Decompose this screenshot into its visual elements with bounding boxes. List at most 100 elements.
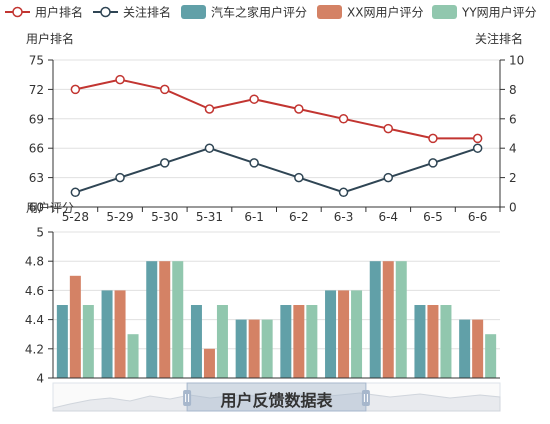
bar-yy[interactable] (127, 334, 139, 378)
bar-autohome[interactable] (146, 261, 158, 378)
y-bar-tick-label: 4.6 (25, 284, 44, 298)
bar-xx[interactable] (338, 290, 350, 378)
bar-autohome[interactable] (280, 305, 292, 378)
bar-xx[interactable] (382, 261, 394, 378)
data-point-user-rank[interactable] (204, 104, 215, 114)
bar-autohome[interactable] (459, 319, 471, 378)
data-point-user-rank[interactable] (294, 104, 304, 114)
bar-autohome[interactable] (56, 305, 68, 378)
zoom-handle-grip (183, 390, 192, 406)
legend-circle-symbol (12, 6, 23, 18)
bar-yy[interactable] (351, 290, 363, 378)
zoom-window[interactable] (186, 382, 367, 412)
data-point-user-rank[interactable] (338, 114, 349, 124)
bar-autohome[interactable] (414, 305, 426, 378)
bar-autohome[interactable] (101, 290, 113, 378)
legend-item-user-rank[interactable]: 用户排名 (5, 5, 83, 20)
series-line-user-rank (75, 78, 478, 140)
legend-label: YY网用户评分 (461, 5, 537, 20)
bar-xx[interactable] (293, 305, 305, 378)
bar-yy[interactable] (306, 305, 318, 378)
legend-item-yy[interactable]: YY网用户评分 (432, 5, 537, 20)
data-point-user-rank[interactable] (383, 123, 393, 134)
bar-yy[interactable] (172, 261, 184, 378)
bar-chart: 用户评分 4 4.2 4.4 4.6 4.8 5 (25, 200, 500, 386)
bar-yy[interactable] (261, 319, 273, 378)
bar-autohome[interactable] (190, 305, 202, 378)
bar-yy[interactable] (395, 261, 407, 378)
data-point-user-rank[interactable] (249, 94, 259, 104)
data-point-follow-rank[interactable] (160, 158, 170, 168)
y-bar-tick-label: 4 (36, 372, 44, 386)
data-point-follow-rank[interactable] (70, 187, 81, 198)
legend-bar-symbol (317, 5, 342, 19)
bar-autohome[interactable] (235, 319, 247, 378)
bar-xx[interactable] (114, 290, 126, 378)
y-left-tick-label: 63 (29, 171, 44, 185)
y-bar-axis-title: 用户评分 (26, 200, 74, 215)
legend-bar-symbol (181, 5, 206, 19)
data-point-follow-rank[interactable] (294, 172, 304, 183)
legend-label: 关注排名 (123, 5, 171, 20)
data-point-user-rank[interactable] (428, 133, 438, 144)
zoom-shadow-area (52, 392, 501, 412)
x-tick-label-top: 5-30 (151, 210, 178, 224)
x-tick-label-top: 6-1 (244, 210, 264, 224)
data-point-follow-rank[interactable] (249, 158, 259, 168)
bar-yy[interactable] (440, 305, 452, 378)
zoom-handle-right[interactable] (361, 390, 370, 406)
bar-xx[interactable] (472, 319, 484, 378)
x-tick-label-top: 6-5 (423, 210, 443, 224)
data-point-follow-rank[interactable] (338, 187, 349, 198)
bar-xx[interactable] (203, 348, 215, 378)
bar-yy[interactable] (485, 334, 497, 378)
data-point-follow-rank[interactable] (472, 143, 483, 153)
data-zoom-slider[interactable]: 用户反馈数据表 (52, 382, 501, 412)
x-tick-label-top: 5-28 (62, 210, 89, 224)
bar-autohome[interactable] (369, 261, 381, 378)
bar-autohome[interactable] (325, 290, 337, 378)
y-left-axis-title: 用户排名 (26, 31, 74, 46)
y-bar-tick-label: 5 (36, 226, 44, 240)
series-line-follow-rank (75, 147, 478, 194)
y-right-tick-label: 8 (509, 83, 517, 97)
data-point-user-rank[interactable] (472, 133, 483, 144)
zoom-handle-left[interactable] (183, 390, 192, 406)
legend-circle-symbol (100, 6, 111, 18)
zoom-handle-grip (361, 390, 370, 406)
y-bar-tick-label: 4.8 (25, 255, 44, 269)
data-point-user-rank[interactable] (160, 84, 170, 95)
bar-xx[interactable] (248, 319, 260, 378)
y-left-tick-label: 60 (29, 201, 44, 215)
data-point-follow-rank[interactable] (204, 143, 215, 153)
y-left-tick-label: 69 (29, 112, 44, 126)
y-bar-tick-label: 4.4 (25, 313, 44, 327)
legend-item-xx[interactable]: XX网用户评分 (317, 5, 423, 20)
data-point-follow-rank[interactable] (383, 172, 393, 183)
x-tick-label-top: 6-3 (334, 210, 354, 224)
legend-label: 用户排名 (35, 5, 83, 20)
y-left-tick-label: 66 (29, 142, 44, 156)
bar-yy[interactable] (82, 305, 94, 378)
data-point-follow-rank[interactable] (115, 172, 125, 183)
x-tick-label-top: 5-31 (196, 210, 223, 224)
bar-yy[interactable] (216, 305, 228, 378)
y-right-tick-label: 4 (509, 142, 517, 156)
data-point-follow-rank[interactable] (428, 158, 438, 168)
y-left-tick-label: 72 (29, 83, 44, 97)
legend-item-autohome[interactable]: 汽车之家用户评分 (181, 5, 307, 20)
legend-label: XX网用户评分 (347, 5, 423, 20)
zoom-label: 用户反馈数据表 (220, 391, 333, 410)
data-point-user-rank[interactable] (70, 84, 81, 95)
legend-label: 汽车之家用户评分 (211, 5, 307, 20)
bar-xx[interactable] (427, 305, 439, 378)
bar-xx[interactable] (159, 261, 171, 378)
bar-xx[interactable] (69, 275, 81, 378)
legend-bar-symbol (432, 5, 457, 19)
y-bar-tick-label: 4.2 (25, 342, 44, 356)
x-tick-label-top: 6-6 (468, 210, 488, 224)
legend-item-follow-rank[interactable]: 关注排名 (93, 5, 171, 20)
data-point-user-rank[interactable] (115, 74, 125, 85)
